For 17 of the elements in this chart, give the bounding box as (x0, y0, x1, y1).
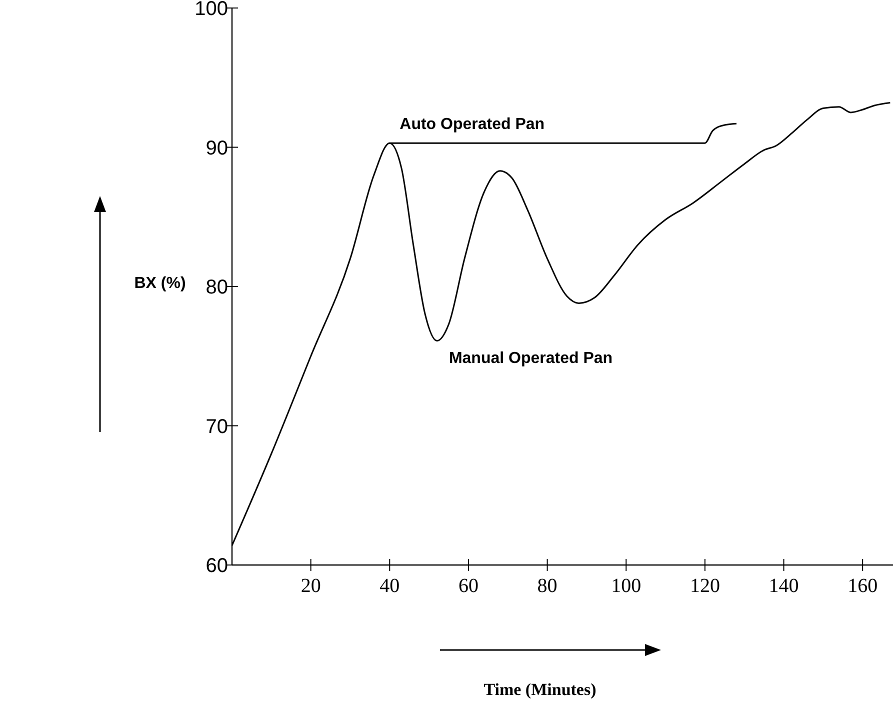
y-tick-label: 100 (194, 0, 228, 20)
y-tick-label: 90 (206, 137, 228, 160)
x-tick-label: 160 (848, 575, 878, 597)
series-label: Auto Operated Pan (400, 116, 545, 134)
x-tick-label: 140 (768, 575, 799, 597)
x-tick-label: 20 (300, 575, 321, 597)
x-tick-label: 80 (537, 575, 558, 597)
x-tick-label: 120 (690, 575, 720, 597)
x-tick-label: 60 (458, 575, 478, 597)
x-tick-label: 40 (380, 575, 400, 597)
y-tick-label: 70 (206, 416, 228, 438)
y-tick-label: 80 (206, 276, 228, 298)
x-axis-title: Time (Minutes) (484, 680, 596, 699)
x-tick-label: 100 (611, 575, 642, 597)
series-label: Manual Operated Pan (448, 350, 613, 367)
y-tick-label: 60 (206, 555, 228, 577)
y-axis-title: BX (%) (134, 275, 186, 292)
